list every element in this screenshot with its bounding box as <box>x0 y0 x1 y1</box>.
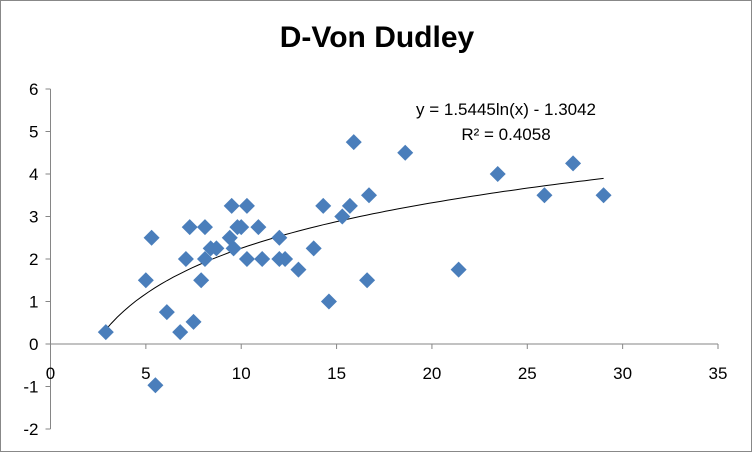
data-point <box>238 197 255 214</box>
data-point <box>271 229 288 246</box>
trendline-label: y = 1.5445ln(x) - 1.3042 R² = 0.4058 <box>381 97 631 147</box>
data-point <box>250 219 267 236</box>
y-tick-label: 2 <box>29 250 38 269</box>
y-tick-label: 5 <box>29 123 38 142</box>
data-point <box>345 134 362 151</box>
trendline-equation: y = 1.5445ln(x) - 1.3042 <box>415 100 597 119</box>
x-tick-label: 0 <box>46 364 55 383</box>
y-tick-label: 6 <box>29 80 38 99</box>
r-squared: R² = 0.4058 <box>461 125 551 144</box>
chart-title: D-Von Dudley <box>279 21 475 54</box>
data-point <box>489 166 506 182</box>
data-point <box>334 208 351 225</box>
data-point <box>143 229 160 246</box>
data-point <box>360 187 377 204</box>
data-point <box>97 324 114 341</box>
data-point <box>196 251 213 267</box>
data-point <box>137 272 154 289</box>
y-tick-label: -2 <box>23 420 38 439</box>
data-point <box>254 251 271 267</box>
x-tick-label: 10 <box>232 364 251 383</box>
trendline <box>104 177 604 332</box>
data-point <box>450 261 467 278</box>
data-point <box>290 261 307 278</box>
data-point <box>595 187 612 204</box>
data-point <box>158 304 175 321</box>
data-point <box>305 240 322 257</box>
x-tick-label: 30 <box>613 364 632 383</box>
data-point <box>277 251 294 267</box>
data-point <box>565 155 582 172</box>
x-tick-label: 15 <box>327 364 346 383</box>
x-tick-label: 35 <box>709 364 728 383</box>
y-tick-label: 1 <box>29 293 38 312</box>
data-point <box>320 293 337 310</box>
x-tick-label: 5 <box>141 364 150 383</box>
y-tick-label: -1 <box>23 378 38 397</box>
data-point <box>172 324 189 341</box>
y-tick-label: 0 <box>29 335 38 354</box>
data-point <box>536 187 553 204</box>
data-point <box>223 197 240 214</box>
data-point <box>181 219 198 236</box>
data-point <box>225 240 242 257</box>
data-point <box>238 251 255 267</box>
data-point <box>315 197 332 214</box>
data-point <box>147 377 164 394</box>
x-tick-label: 20 <box>422 364 441 383</box>
data-point <box>359 272 376 289</box>
data-point <box>233 219 250 236</box>
y-tick-label: 3 <box>29 208 38 227</box>
x-tick-label: 25 <box>518 364 537 383</box>
data-point <box>196 219 213 236</box>
data-point <box>185 313 202 330</box>
y-tick-label: 4 <box>29 165 38 184</box>
data-point <box>397 144 414 161</box>
data-point <box>341 197 358 214</box>
data-point <box>193 272 210 289</box>
data-point <box>177 251 194 267</box>
data-point <box>208 240 225 257</box>
